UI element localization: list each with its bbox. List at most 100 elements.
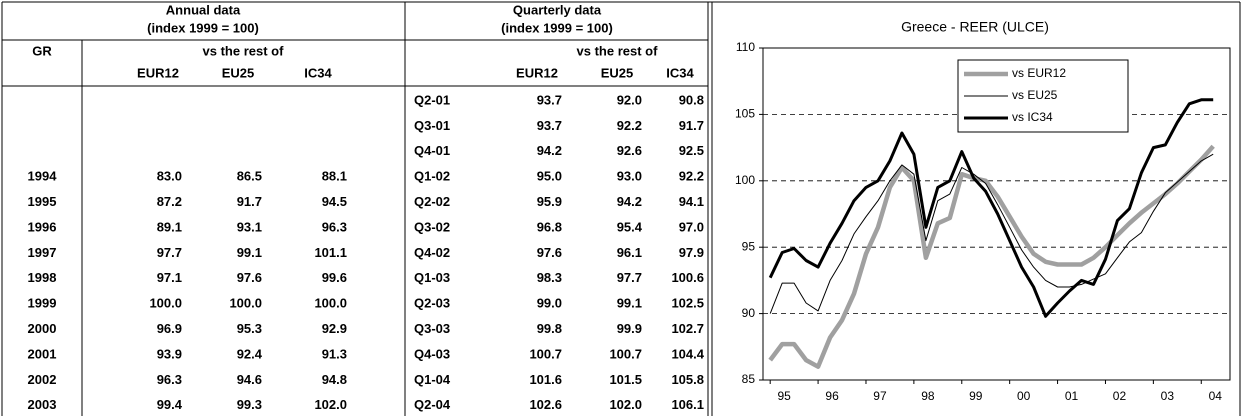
- cell-value: 97.9: [679, 245, 704, 260]
- series-line: [769, 153, 1214, 314]
- cell-value: 92.6: [617, 143, 642, 158]
- year-label: 2002: [28, 372, 57, 387]
- quarter-label: Q4-01: [414, 143, 450, 158]
- cell-value: 98.3: [537, 270, 562, 285]
- column-header: IC34: [666, 65, 694, 80]
- column-header: EU25: [601, 65, 634, 80]
- cell-value: 92.9: [322, 321, 347, 336]
- cell-value: 102.5: [671, 296, 704, 311]
- row-header: GR: [32, 43, 52, 58]
- cell-value: 93.0: [617, 169, 642, 184]
- series-line: [768, 98, 1214, 318]
- cell-value: 97.6: [537, 245, 562, 260]
- annual-title: Annual data: [166, 2, 241, 17]
- cell-value: 93.7: [537, 92, 562, 107]
- cell-value: 91.3: [322, 346, 347, 361]
- cell-value: 104.4: [671, 346, 704, 361]
- cell-value: 99.1: [237, 245, 262, 260]
- cell-value: 87.2: [157, 194, 182, 209]
- column-header: EUR12: [516, 65, 558, 80]
- plot-frame: [762, 47, 1231, 381]
- quarter-label: Q3-01: [414, 118, 450, 133]
- cell-value: 102.7: [671, 321, 704, 336]
- cell-value: 96.3: [157, 372, 182, 387]
- cell-value: 96.9: [157, 321, 182, 336]
- y-tick-label: 100: [735, 173, 755, 187]
- cell-value: 101.6: [529, 372, 562, 387]
- quarter-label: Q3-02: [414, 219, 450, 234]
- quarter-label: Q2-02: [414, 194, 450, 209]
- year-label: 1994: [28, 169, 58, 184]
- series-line: [768, 144, 1215, 369]
- cell-value: 99.6: [322, 270, 347, 285]
- cell-value: 83.0: [157, 169, 182, 184]
- quarter-label: Q1-04: [414, 372, 451, 387]
- cell-value: 93.7: [537, 118, 562, 133]
- cell-value: 97.1: [157, 270, 182, 285]
- x-tick-label: 03: [1161, 389, 1175, 403]
- cell-value: 99.9: [617, 321, 642, 336]
- cell-value: 101.1: [314, 245, 347, 260]
- cell-value: 97.7: [157, 245, 182, 260]
- cell-value: 100.0: [314, 296, 347, 311]
- cell-value: 91.7: [237, 194, 262, 209]
- cell-value: 90.8: [679, 92, 704, 107]
- year-label: 2003: [28, 397, 57, 412]
- quarterly-group: vs the rest of: [577, 43, 659, 58]
- cell-value: 99.0: [537, 296, 562, 311]
- cell-value: 100.6: [671, 270, 704, 285]
- cell-value: 88.1: [322, 169, 347, 184]
- cell-value: 102.6: [529, 397, 562, 412]
- cell-value: 96.3: [322, 219, 347, 234]
- cell-value: 99.3: [237, 397, 262, 412]
- x-tick-label: 02: [1113, 389, 1127, 403]
- legend-label: vs EUR12: [1012, 66, 1066, 80]
- y-tick-label: 95: [742, 239, 756, 253]
- quarter-label: Q4-02: [414, 245, 450, 260]
- cell-value: 99.8: [537, 321, 562, 336]
- cell-value: 100.0: [229, 296, 262, 311]
- chart: Greece - REER (ULCE) 85 90 95 100 105 110 95 96…: [735, 19, 1231, 403]
- cell-value: 99.4: [157, 397, 183, 412]
- cell-value: 101.5: [609, 372, 642, 387]
- cell-value: 97.6: [237, 270, 262, 285]
- cell-value: 100.0: [149, 296, 182, 311]
- cell-value: 92.2: [679, 169, 704, 184]
- cell-value: 96.1: [617, 245, 642, 260]
- quarter-label: Q2-04: [414, 397, 451, 412]
- y-tick-label: 85: [742, 372, 756, 386]
- cell-value: 100.7: [609, 346, 642, 361]
- legend-label: vs EU25: [1012, 88, 1058, 102]
- cell-value: 92.4: [237, 346, 263, 361]
- column-header: IC34: [304, 65, 332, 80]
- year-label: 2000: [28, 321, 57, 336]
- x-tick-label: 04: [1209, 389, 1223, 403]
- cell-value: 94.2: [537, 143, 562, 158]
- cell-value: 95.9: [537, 194, 562, 209]
- cell-value: 95.0: [537, 169, 562, 184]
- quarter-label: Q2-03: [414, 296, 450, 311]
- cell-value: 106.1: [671, 397, 704, 412]
- year-label: 1999: [28, 296, 57, 311]
- cell-value: 95.3: [237, 321, 262, 336]
- x-tick-label: 00: [1017, 389, 1031, 403]
- cell-value: 95.4: [617, 219, 643, 234]
- cell-value: 92.2: [617, 118, 642, 133]
- cell-value: 100.7: [529, 346, 562, 361]
- year-label: 2001: [28, 346, 57, 361]
- cell-value: 94.5: [322, 194, 347, 209]
- quarter-label: Q1-03: [414, 270, 450, 285]
- quarter-label: Q2-01: [414, 92, 450, 107]
- cell-value: 94.6: [237, 372, 262, 387]
- year-label: 1998: [28, 270, 57, 285]
- x-tick-label: 95: [778, 389, 792, 403]
- quarter-label: Q4-03: [414, 346, 450, 361]
- cell-value: 102.0: [609, 397, 642, 412]
- quarter-label: Q1-02: [414, 169, 450, 184]
- legend-label: vs IC34: [1012, 110, 1053, 124]
- cell-value: 92.5: [679, 143, 704, 158]
- annual-subtitle: (index 1999 = 100): [147, 20, 259, 35]
